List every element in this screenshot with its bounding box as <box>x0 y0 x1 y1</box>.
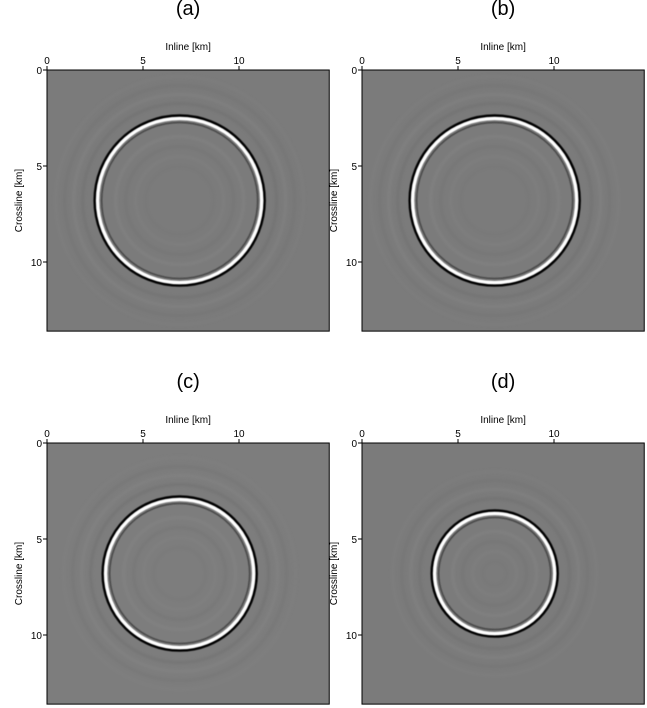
x-axis-label: Inline [km] <box>165 415 211 426</box>
panel-title: (a) <box>176 0 200 20</box>
axes-frame <box>361 442 645 705</box>
wavefront-dark <box>93 114 266 287</box>
wavefront-dark <box>408 114 581 287</box>
ripple <box>391 470 599 678</box>
image <box>362 443 645 705</box>
image <box>47 70 330 332</box>
wavefront-inner <box>108 502 251 645</box>
x-axis-label: Inline [km] <box>480 415 526 426</box>
y-tick-label: 10 <box>31 258 43 269</box>
y-tick-label: 10 <box>346 258 358 269</box>
x-tick-label: 10 <box>548 429 560 440</box>
ripple <box>71 465 289 683</box>
ripple <box>134 155 226 247</box>
x-tick-label: 10 <box>233 429 245 440</box>
ripple <box>418 497 572 651</box>
y-axis-label: Crossline [km] <box>329 169 340 233</box>
y-tick-label: 5 <box>36 535 42 546</box>
ripple <box>152 546 208 602</box>
panel: (c) Inline [km] Crossline [km] 0 5 10 0 5 10 <box>14 371 330 705</box>
x-axis-label: Inline [km] <box>165 42 211 53</box>
ripple <box>471 550 519 598</box>
panel: (d) Inline [km] Crossline [km] 0 5 10 0 5 10 <box>329 371 645 705</box>
x-tick-label: 5 <box>140 56 146 67</box>
panel: (b) Inline [km] Crossline [km] 0 5 10 0 5 10 <box>329 0 645 332</box>
x-tick-label: 0 <box>359 429 365 440</box>
ripple <box>132 526 228 622</box>
x-tick-label: 5 <box>455 429 461 440</box>
x-tick-label: 0 <box>44 56 50 67</box>
ripple <box>142 536 218 612</box>
x-tick-label: 5 <box>140 429 146 440</box>
ripple <box>80 474 280 674</box>
panel-title: (b) <box>491 0 515 20</box>
y-axis-label: Crossline [km] <box>14 169 25 233</box>
y-axis-label: Crossline [km] <box>14 542 25 606</box>
x-tick-label: 0 <box>44 429 50 440</box>
ripple <box>451 530 539 618</box>
x-tick-label: 5 <box>455 56 461 67</box>
x-axis-label: Inline [km] <box>480 42 526 53</box>
ripple <box>63 84 297 318</box>
ripple <box>429 135 561 267</box>
wavefront-bright <box>411 116 579 285</box>
panel: (a) Inline [km] Crossline [km] 0 5 10 0 5 10 <box>14 0 330 332</box>
axes-frame <box>46 69 330 332</box>
y-tick-label: 0 <box>36 439 42 450</box>
x-tick-label: 10 <box>233 56 245 67</box>
ripple <box>449 155 541 247</box>
x-tick-label: 0 <box>359 56 365 67</box>
y-tick-label: 10 <box>346 631 358 642</box>
ripple <box>481 560 509 588</box>
ripple <box>409 488 581 660</box>
ripple <box>459 165 531 237</box>
ripple <box>62 456 298 692</box>
y-tick-label: 5 <box>351 535 357 546</box>
y-tick-label: 5 <box>36 162 42 173</box>
wavefront-dark <box>430 509 559 638</box>
ripple <box>461 540 529 608</box>
wavefront-bright <box>96 116 264 285</box>
ripple <box>114 135 246 267</box>
ripple <box>439 145 551 257</box>
ripple <box>89 483 271 665</box>
wavefront-inner <box>437 516 552 631</box>
ripple <box>369 75 621 327</box>
wavefront-dark <box>101 495 258 652</box>
axes-frame <box>46 442 330 705</box>
wavefront-inner <box>100 121 259 280</box>
axes-frame <box>361 69 645 332</box>
ripple <box>72 93 288 309</box>
y-tick-label: 0 <box>351 66 357 77</box>
ripple <box>378 84 612 318</box>
wavefront-inner <box>415 121 574 280</box>
ripple <box>81 102 279 300</box>
y-axis-label: Crossline [km] <box>329 542 340 606</box>
ripple <box>400 479 590 669</box>
ripple <box>387 93 603 309</box>
panel-title: (d) <box>491 371 515 393</box>
y-tick-label: 0 <box>36 66 42 77</box>
ripple <box>124 145 236 257</box>
ripple <box>122 516 238 632</box>
image <box>47 443 330 705</box>
y-tick-label: 0 <box>351 439 357 450</box>
wavefront-bright <box>104 497 256 650</box>
panel-title: (c) <box>176 371 199 393</box>
ripple <box>144 165 216 237</box>
ripple <box>396 102 594 300</box>
image <box>362 70 645 332</box>
image-background <box>47 443 330 705</box>
x-tick-label: 10 <box>548 56 560 67</box>
wavefront-bright <box>433 511 557 636</box>
y-tick-label: 5 <box>351 162 357 173</box>
y-tick-label: 10 <box>31 631 43 642</box>
ripple <box>54 75 306 327</box>
